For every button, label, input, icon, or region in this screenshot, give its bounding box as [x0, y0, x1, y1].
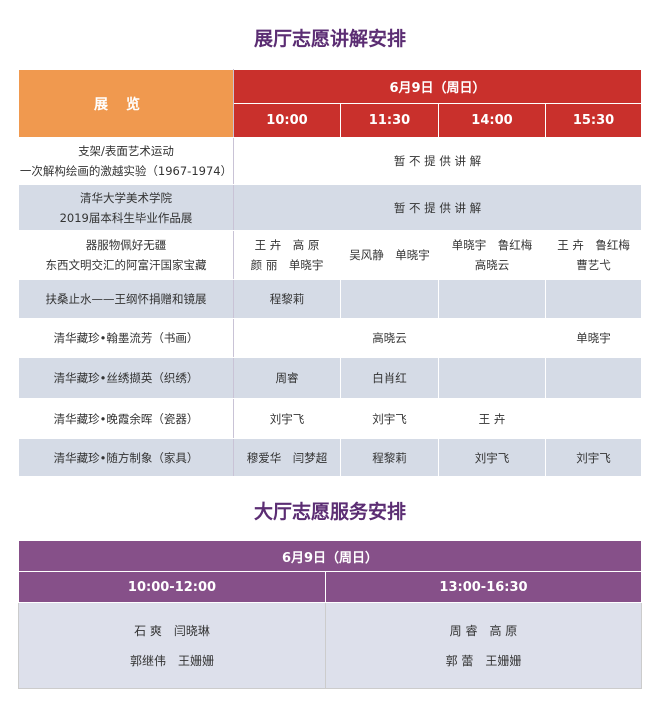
- guide-cell: [544, 279, 643, 319]
- guide-cell: [340, 279, 439, 319]
- guide-cell: 刘宇飞: [438, 438, 546, 477]
- time-header: 11:30: [340, 103, 439, 138]
- date-header: 6月9日（周日）: [18, 540, 642, 572]
- exhibit-name: 清华大学美术学院 2019届本科生毕业作品展: [18, 184, 234, 231]
- guide-cell: 程黎莉: [233, 279, 341, 319]
- exhibit-name: 器服物佩好无疆 东西文明交汇的阿富汗国家宝藏: [18, 230, 234, 280]
- guide-cell: [544, 398, 643, 439]
- time-header: 10:00: [233, 103, 341, 138]
- time-header: 10:00-12:00: [18, 571, 326, 603]
- guide-cell: 王 卉: [438, 398, 546, 439]
- guide-schedule-table: 展览 6月9日（周日） 10:00 11:30 14:00 15:30 支架/表…: [18, 69, 643, 477]
- exhibit-name: 支架/表面艺术运动 一次解构绘画的激越实验（1967-1974）: [18, 137, 234, 185]
- exhibit-name: 清华藏珍•晚霞余晖（瓷器）: [18, 398, 234, 439]
- table-row: 器服物佩好无疆 东西文明交汇的阿富汗国家宝藏 王 卉 高 原颜 丽 单晓宇 吴风静…: [18, 230, 643, 280]
- time-header: 13:00-16:30: [325, 571, 642, 603]
- no-guide-note: 暂 不 提 供 讲 解: [232, 137, 643, 185]
- guide-cell: 王 卉 高 原颜 丽 单晓宇: [233, 230, 341, 280]
- service-schedule-title: 大厅志愿服务安排: [253, 501, 406, 523]
- guide-cell: 王 卉 鲁红梅 曹艺弋: [544, 230, 643, 280]
- table-row: 石 爽 闫晓琳 郭继伟 王姗姗 周 睿 高 原郭 蕾 王姗姗: [18, 602, 642, 689]
- guide-cell: 刘宇飞: [340, 398, 439, 439]
- table-row: 扶桑止水——王纲怀捐赠和镜展 程黎莉: [18, 279, 643, 319]
- no-guide-note: 暂 不 提 供 讲 解: [232, 184, 643, 231]
- date-header: 6月9日（周日）: [232, 69, 643, 104]
- exhibit-name: 清华藏珍•丝绣撷英（织绣）: [18, 357, 234, 399]
- guide-cell: 穆爱华 闫梦超: [233, 438, 341, 477]
- exhibit-name: 扶桑止水——王纲怀捐赠和镜展: [18, 279, 234, 319]
- table-row: 清华藏珍•翰墨流芳（书画） 高晓云 单晓宇: [18, 318, 643, 358]
- guide-cell: 单晓宇: [544, 318, 643, 358]
- exhibit-name: 清华藏珍•翰墨流芳（书画）: [18, 318, 234, 358]
- exhibit-header: 展览: [18, 69, 234, 138]
- table-row: 支架/表面艺术运动 一次解构绘画的激越实验（1967-1974） 暂 不 提 供 …: [18, 137, 643, 185]
- guide-cell: 刘宇飞: [233, 398, 341, 439]
- volunteer-cell: 周 睿 高 原郭 蕾 王姗姗: [325, 602, 642, 689]
- guide-cell: 高晓云: [233, 318, 546, 358]
- guide-schedule-title: 展厅志愿讲解安排: [253, 28, 406, 50]
- table-row: 清华藏珍•随方制象（家具） 穆爱华 闫梦超 程黎莉 刘宇飞 刘宇飞: [18, 438, 643, 477]
- exhibit-name: 清华藏珍•随方制象（家具）: [18, 438, 234, 477]
- guide-cell: 刘宇飞: [544, 438, 643, 477]
- service-schedule-table: 6月9日（周日） 10:00-12:00 13:00-16:30 石 爽 闫晓琳…: [18, 540, 642, 689]
- time-header: 14:00: [438, 103, 546, 138]
- time-header: 15:30: [544, 103, 643, 138]
- guide-cell: 白肖红: [340, 357, 439, 399]
- table-row: 清华大学美术学院 2019届本科生毕业作品展 暂 不 提 供 讲 解: [18, 184, 643, 231]
- guide-cell: 程黎莉: [340, 438, 439, 477]
- guide-cell: [544, 357, 643, 399]
- table-row: 清华藏珍•晚霞余晖（瓷器） 刘宇飞 刘宇飞 王 卉: [18, 398, 643, 439]
- guide-cell: 吴风静 单晓宇: [340, 230, 439, 280]
- guide-cell: [438, 357, 546, 399]
- table-row: 清华藏珍•丝绣撷英（织绣） 周睿 白肖红: [18, 357, 643, 399]
- guide-cell: 单晓宇 鲁红梅 高晓云: [438, 230, 546, 280]
- guide-cell: 周睿: [233, 357, 341, 399]
- volunteer-cell: 石 爽 闫晓琳 郭继伟 王姗姗: [18, 602, 326, 689]
- guide-cell: [438, 279, 546, 319]
